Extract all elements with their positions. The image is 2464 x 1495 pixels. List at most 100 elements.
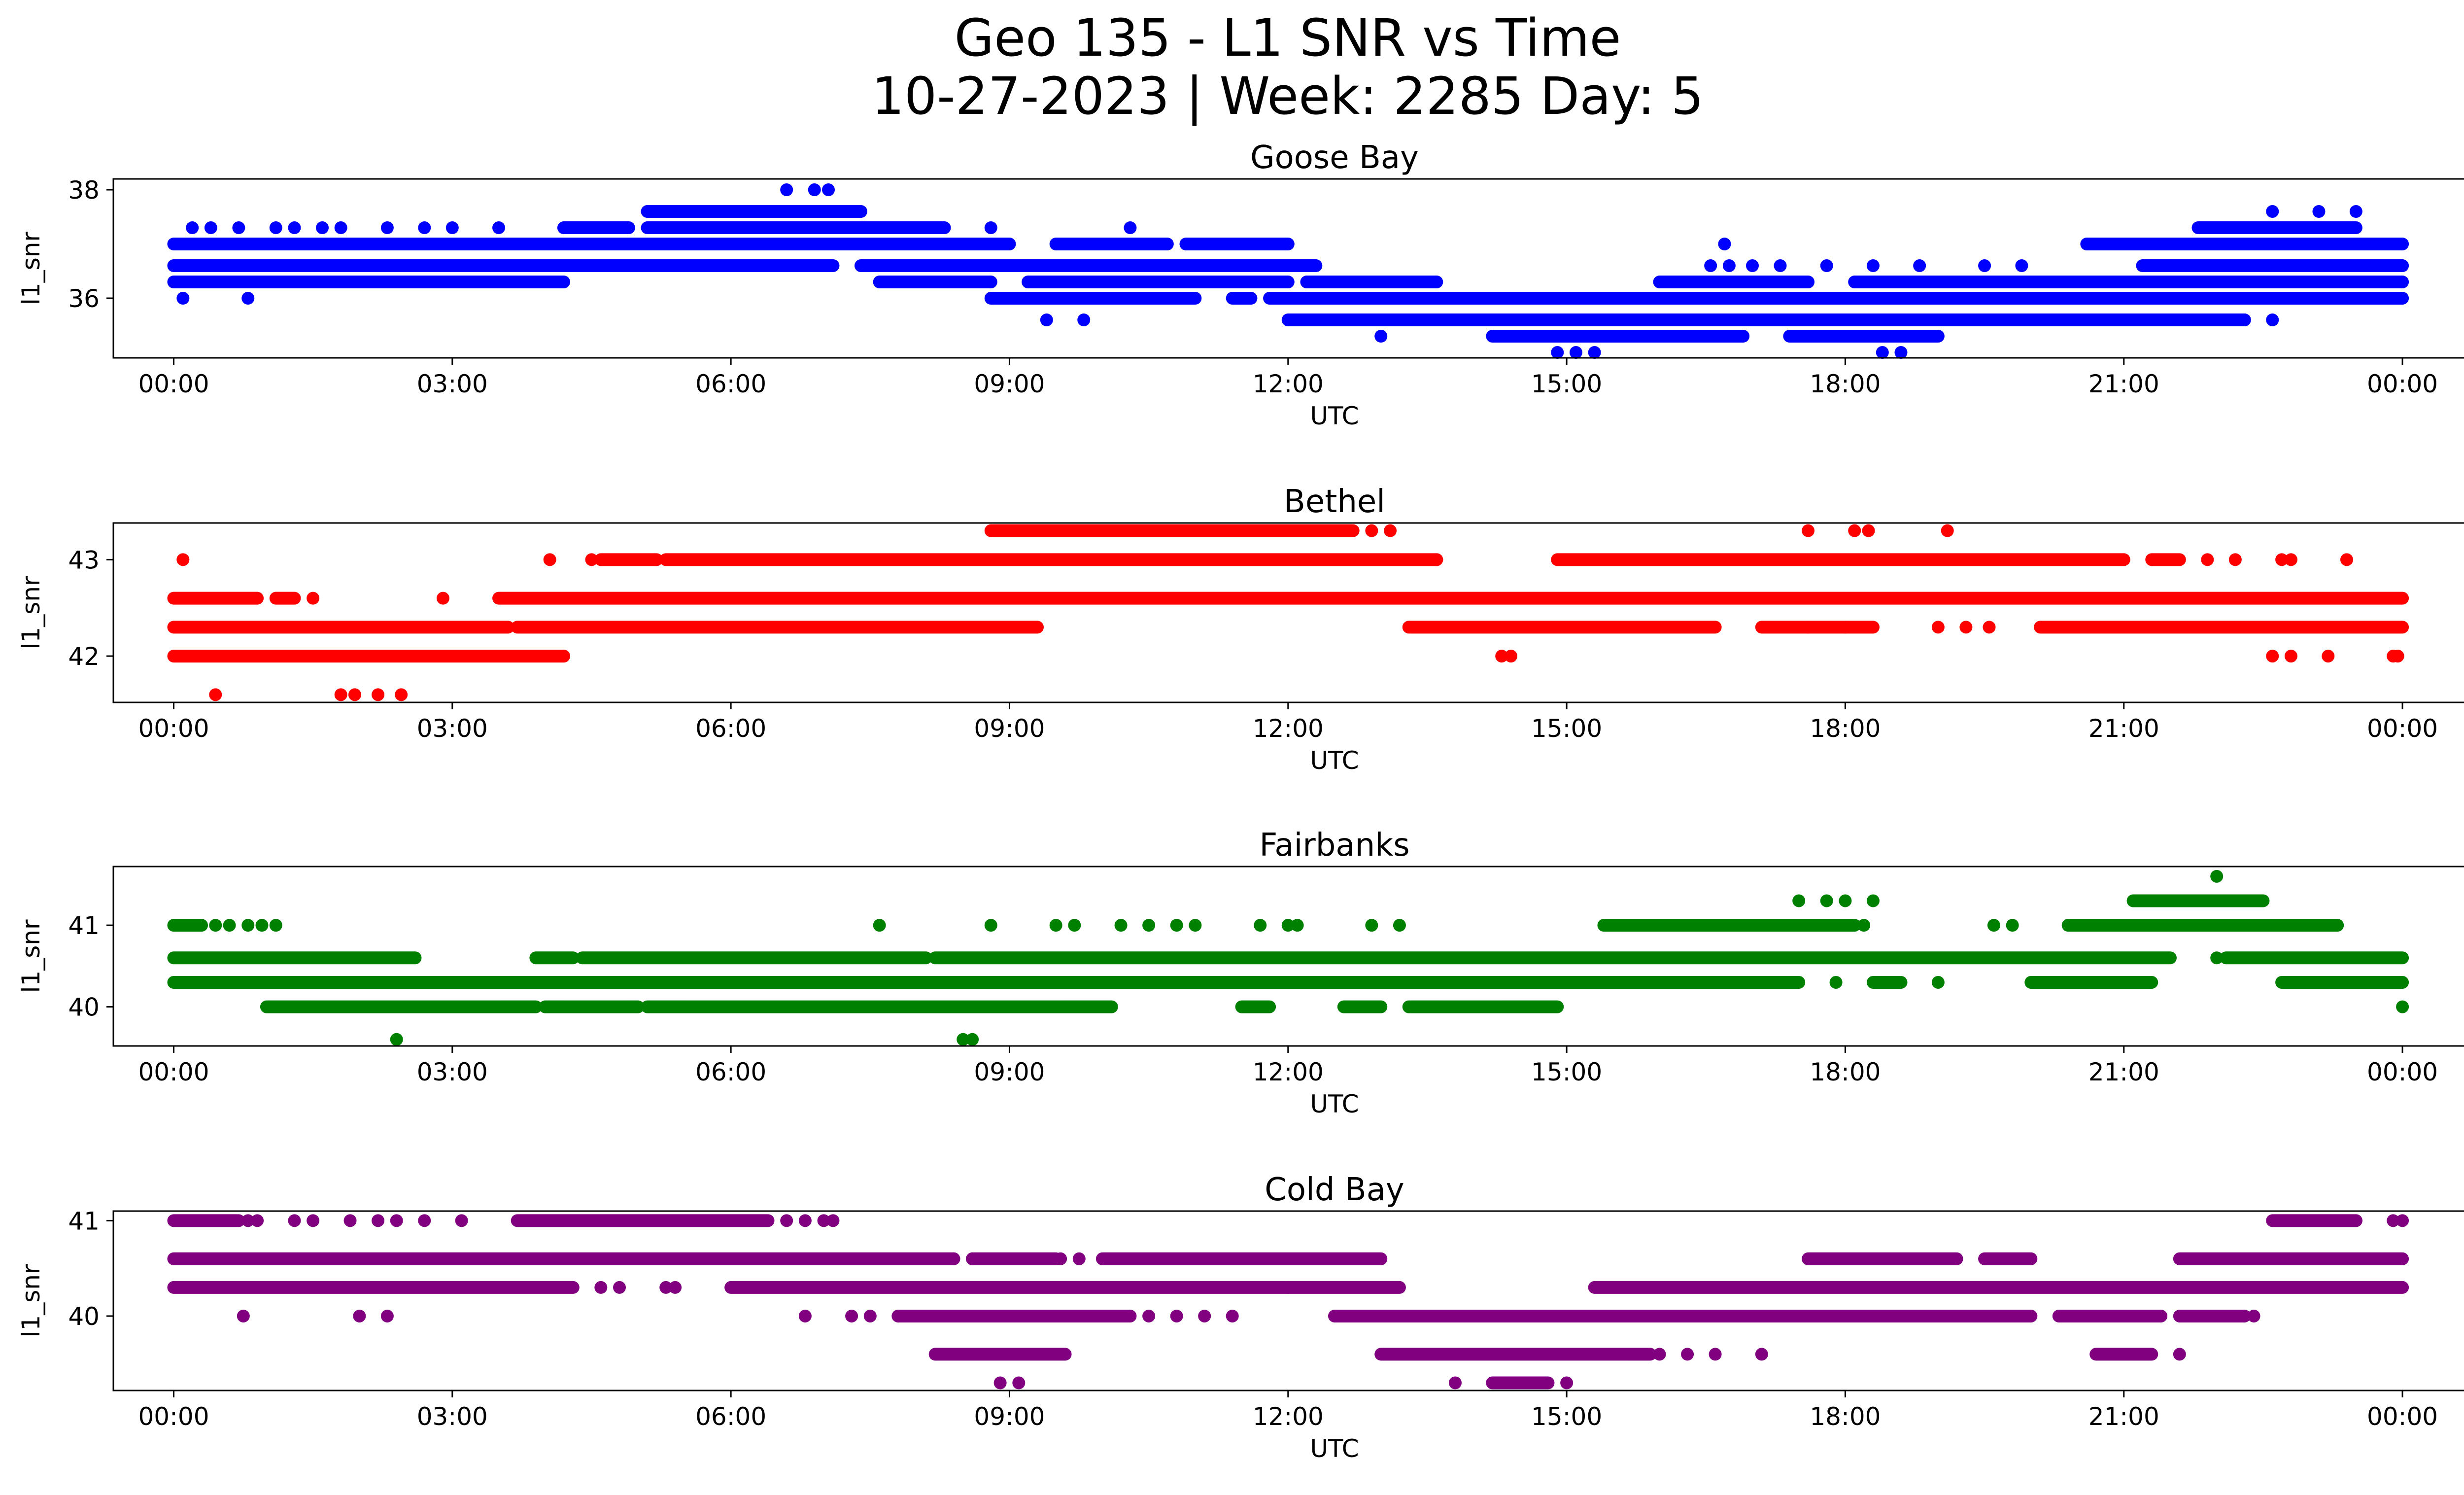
data-point [390,1033,403,1046]
data-point [2349,1214,2362,1227]
data-run [260,1000,543,1013]
x-tick-label: 06:00 [695,1402,766,1431]
x-tick-label: 03:00 [417,1402,488,1431]
x-tick-label: 12:00 [1253,1058,1324,1086]
data-point [1068,919,1081,932]
data-point [966,1033,979,1046]
data-run [1328,1309,2038,1322]
y-axis-label: l1_snr [17,576,45,649]
data-point [1802,524,1815,537]
data-point [1704,259,1717,272]
data-run [1263,292,2409,305]
data-point [1569,346,1582,359]
x-axis-label: UTC [1310,1434,1359,1463]
data-point [2117,238,2130,250]
data-point [1913,259,1926,272]
data-run [984,524,1360,537]
y-axis-label: l1_snr [17,232,45,305]
data-point [1430,553,1443,566]
data-point [993,1376,1007,1390]
data-run [1402,1000,1564,1013]
figure-title: Geo 135 - L1 SNR vs Time 10-27-2023 | We… [0,9,2464,125]
data-point [1931,975,1945,989]
x-tick-label: 06:00 [695,370,766,398]
data-point [557,650,570,663]
data-point [492,221,506,234]
data-run [1486,1376,1555,1390]
data-point [863,1309,877,1322]
x-tick-label: 00:00 [2367,370,2438,398]
x-tick-label: 12:00 [1253,370,1324,398]
data-point [288,1214,301,1227]
data-point [1448,1376,1462,1390]
data-run [1226,292,1258,305]
data-point [372,688,385,701]
data-point [315,276,329,288]
data-point [353,1309,366,1322]
data-point [1505,650,1518,663]
data-run [1802,1252,1963,1265]
data-run [891,1309,1137,1322]
x-tick-label: 00:00 [2367,1058,2438,1086]
data-point [1054,1252,1067,1265]
data-point [176,292,190,305]
data-run [167,1214,245,1227]
data-point [1941,524,1954,537]
data-point [1745,259,1759,272]
data-point [380,1309,394,1322]
data-run [1783,330,1945,343]
x-tick-label: 00:00 [138,1058,209,1086]
data-point [780,1214,793,1227]
data-point [1959,621,1973,634]
data-run [1588,1281,2409,1294]
data-point [1374,330,1388,343]
data-run [2034,621,2409,634]
data-point [826,1214,840,1227]
data-point [845,1309,858,1322]
data-run [873,276,997,288]
data-point [241,1214,255,1227]
data-point [1365,919,1378,932]
data-point [947,1252,960,1265]
data-point [269,221,282,234]
axes-frame [112,522,2464,703]
data-series [167,524,2409,701]
data-run [511,1214,775,1227]
data-point [1072,1252,1086,1265]
data-point [186,221,199,234]
x-tick-label: 00:00 [138,370,209,398]
data-point [1226,1309,1239,1322]
data-point [1862,524,1875,537]
data-run [641,205,867,218]
figure-title-line-1: Geo 135 - L1 SNR vs Time [954,8,1621,68]
data-run [966,1252,1062,1265]
data-point [1551,346,1564,359]
data-point [1142,919,1156,932]
subplot-title: Bethel [1284,484,1385,520]
x-tick-label: 15:00 [1531,714,1602,743]
data-run [167,259,840,272]
axes-frame [112,866,2464,1047]
data-point [2349,205,2362,218]
figure-title-line-2: 10-27-2023 | Week: 2285 Day: 5 [871,66,1704,126]
data-run [167,1281,580,1294]
data-point [2284,650,2297,663]
data-point [817,1214,830,1227]
data-point [1291,919,1304,932]
data-point [1170,1309,1183,1322]
data-point [445,221,459,234]
data-run [928,1348,1072,1361]
data-point [269,919,282,932]
data-run [167,238,1016,250]
data-point [576,221,589,234]
data-point [2228,553,2242,566]
data-point [957,1033,970,1046]
x-axis-label: UTC [1310,402,1359,430]
data-point [808,183,821,196]
x-tick-label: 21:00 [2088,714,2159,743]
data-run [529,951,580,965]
data-run [1597,919,1861,932]
x-tick-label: 09:00 [974,370,1045,398]
x-tick-label: 18:00 [1810,1058,1881,1086]
data-point [380,221,394,234]
